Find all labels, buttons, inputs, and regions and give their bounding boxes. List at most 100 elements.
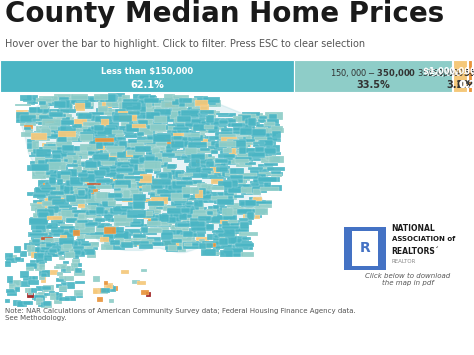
Bar <box>107 95 118 100</box>
Bar <box>220 119 236 124</box>
Bar <box>84 189 91 196</box>
Bar <box>242 175 250 181</box>
Bar <box>50 125 58 130</box>
Bar <box>110 153 124 157</box>
Bar <box>238 137 246 142</box>
Bar <box>143 213 154 219</box>
Bar <box>241 252 254 257</box>
Bar <box>41 117 54 123</box>
Bar <box>121 183 137 189</box>
Bar <box>254 148 273 151</box>
Bar <box>58 102 73 110</box>
Bar <box>68 195 82 198</box>
Bar <box>44 144 57 151</box>
Bar <box>188 164 199 170</box>
Bar <box>152 214 161 219</box>
Bar <box>199 158 209 161</box>
Bar <box>91 126 98 130</box>
Bar <box>153 154 172 162</box>
Bar <box>31 235 47 242</box>
Bar <box>71 151 82 158</box>
Bar <box>206 251 215 256</box>
Bar <box>253 197 262 201</box>
Bar <box>166 147 173 153</box>
Bar <box>127 141 140 145</box>
Bar <box>191 188 200 193</box>
Bar <box>155 107 165 115</box>
Bar <box>238 146 246 154</box>
Bar <box>27 293 34 298</box>
Bar <box>264 148 276 154</box>
Bar <box>169 213 181 217</box>
Bar <box>214 159 223 168</box>
Bar <box>215 242 231 249</box>
Bar <box>56 264 67 269</box>
Bar <box>85 182 100 190</box>
Bar <box>64 249 72 256</box>
Bar <box>28 110 36 118</box>
Bar <box>196 237 209 241</box>
Bar <box>170 225 181 229</box>
Bar <box>139 106 155 114</box>
Bar <box>177 186 190 194</box>
Bar <box>233 129 246 134</box>
Bar <box>224 155 240 159</box>
Bar <box>9 255 17 259</box>
Bar <box>272 174 282 178</box>
Bar <box>227 139 239 144</box>
Bar <box>189 100 196 104</box>
Bar <box>222 169 236 176</box>
Bar <box>105 169 122 175</box>
Bar <box>106 242 125 250</box>
Bar <box>139 122 155 129</box>
Bar <box>257 180 265 183</box>
Bar <box>50 248 60 252</box>
Bar <box>147 132 155 137</box>
Bar <box>7 291 17 296</box>
Bar <box>237 177 246 180</box>
Bar <box>108 130 115 137</box>
Bar <box>80 199 87 203</box>
Bar <box>73 246 83 249</box>
Bar <box>124 147 136 151</box>
Bar <box>244 148 260 153</box>
Bar <box>53 251 62 257</box>
Bar <box>227 155 233 160</box>
Bar <box>5 253 13 260</box>
Bar <box>35 212 48 218</box>
Bar <box>200 243 206 249</box>
Bar <box>169 182 186 188</box>
Bar <box>98 297 103 302</box>
Bar <box>213 124 226 128</box>
Bar <box>185 99 195 106</box>
Bar <box>159 214 169 222</box>
Bar <box>191 226 206 231</box>
Bar <box>217 236 224 244</box>
Bar <box>121 242 133 247</box>
Bar <box>159 138 173 145</box>
Bar <box>200 110 214 114</box>
Bar <box>55 117 70 121</box>
Bar <box>182 225 189 231</box>
Bar <box>139 181 158 187</box>
Bar <box>82 127 93 130</box>
Bar <box>146 292 151 297</box>
Bar <box>39 96 58 103</box>
Bar <box>211 185 230 190</box>
Bar <box>227 222 239 226</box>
Bar <box>182 176 192 180</box>
Bar <box>138 100 145 107</box>
Bar <box>186 238 194 246</box>
Bar <box>207 142 221 147</box>
Bar <box>120 192 132 200</box>
Bar <box>55 155 74 164</box>
Bar <box>157 173 169 176</box>
Bar <box>235 243 254 247</box>
Bar <box>212 214 220 222</box>
Bar <box>172 170 184 175</box>
Bar <box>59 212 74 218</box>
Bar <box>223 182 234 189</box>
Bar <box>135 182 149 186</box>
Bar <box>61 247 70 254</box>
Bar <box>33 201 46 206</box>
